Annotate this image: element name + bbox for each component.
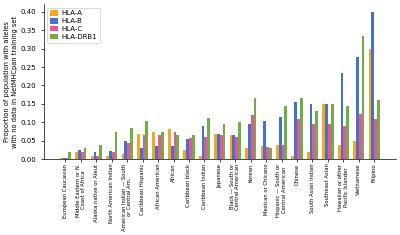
Bar	[282, 145, 284, 159]
Bar	[174, 132, 176, 159]
Bar	[106, 156, 109, 159]
Bar	[65, 158, 68, 159]
Bar	[223, 124, 225, 159]
Legend: HLA-A, HLA-B, HLA-C, HLA-DRB1: HLA-A, HLA-B, HLA-C, HLA-DRB1	[47, 8, 100, 43]
Bar	[297, 119, 300, 159]
Bar	[81, 152, 84, 159]
Bar	[346, 106, 349, 159]
Bar	[63, 158, 65, 159]
Bar	[294, 102, 297, 159]
Bar	[127, 143, 130, 159]
Bar	[248, 124, 251, 159]
Bar	[78, 150, 81, 159]
Bar	[155, 146, 158, 159]
Bar	[60, 158, 63, 159]
Bar	[112, 152, 114, 159]
Bar	[68, 152, 71, 159]
Bar	[254, 98, 256, 159]
Bar	[94, 152, 96, 159]
Bar	[204, 137, 207, 159]
Bar	[279, 117, 282, 159]
Bar	[192, 135, 194, 159]
Bar	[99, 145, 102, 159]
Bar	[369, 48, 372, 159]
Bar	[374, 119, 377, 159]
Bar	[315, 111, 318, 159]
Bar	[143, 135, 145, 159]
Bar	[122, 154, 124, 159]
Bar	[137, 133, 140, 159]
Bar	[284, 106, 287, 159]
Bar	[214, 134, 217, 159]
Bar	[124, 141, 127, 159]
Bar	[372, 12, 374, 159]
Bar	[276, 145, 279, 159]
Bar	[176, 135, 179, 159]
Bar	[189, 138, 192, 159]
Bar	[202, 126, 204, 159]
Bar	[263, 121, 266, 159]
Bar	[312, 124, 315, 159]
Bar	[292, 156, 294, 159]
Bar	[362, 35, 364, 159]
Bar	[217, 133, 220, 159]
Bar	[91, 156, 94, 159]
Bar	[261, 146, 263, 159]
Bar	[377, 100, 380, 159]
Bar	[140, 148, 143, 159]
Bar	[343, 126, 346, 159]
Bar	[307, 152, 310, 159]
Bar	[114, 132, 117, 159]
Bar	[300, 98, 303, 159]
Bar	[331, 104, 334, 159]
Y-axis label: Proportion of population with alleles
with no data in NetMHCpan training set: Proportion of population with alleles wi…	[4, 16, 18, 148]
Bar	[183, 150, 186, 159]
Bar	[152, 132, 155, 159]
Bar	[341, 73, 343, 159]
Bar	[353, 141, 356, 159]
Bar	[230, 135, 232, 159]
Bar	[220, 135, 223, 159]
Bar	[75, 152, 78, 159]
Bar	[158, 135, 161, 159]
Bar	[161, 132, 164, 159]
Bar	[232, 135, 235, 159]
Bar	[325, 104, 328, 159]
Bar	[171, 146, 174, 159]
Bar	[359, 114, 362, 159]
Bar	[186, 139, 189, 159]
Bar	[207, 118, 210, 159]
Bar	[266, 147, 269, 159]
Bar	[168, 129, 171, 159]
Bar	[199, 157, 202, 159]
Bar	[130, 128, 133, 159]
Bar	[109, 151, 112, 159]
Bar	[356, 57, 359, 159]
Bar	[238, 122, 241, 159]
Bar	[310, 104, 312, 159]
Bar	[269, 148, 272, 159]
Bar	[235, 137, 238, 159]
Bar	[145, 121, 148, 159]
Bar	[84, 148, 86, 159]
Bar	[245, 148, 248, 159]
Bar	[328, 124, 331, 159]
Bar	[96, 156, 99, 159]
Bar	[322, 104, 325, 159]
Bar	[338, 145, 341, 159]
Bar	[251, 115, 254, 159]
